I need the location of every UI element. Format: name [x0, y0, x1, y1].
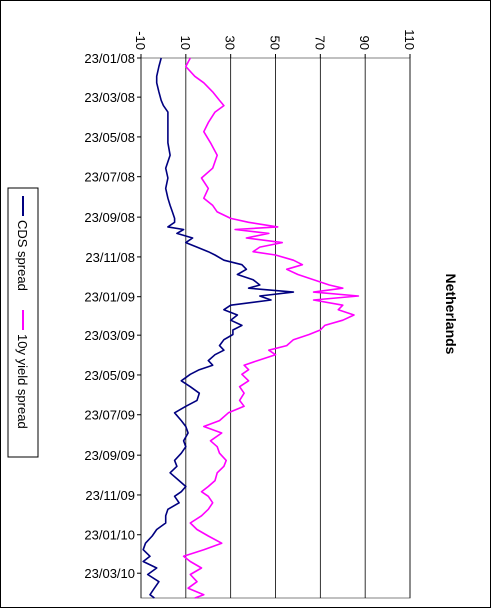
date-tick-label-1: 23/03/08: [84, 90, 135, 105]
value-axis-ticks: -10 10 30 50 70 90 110: [133, 29, 417, 58]
value-tick-label-4: 70: [312, 36, 327, 50]
value-tick-label-6: 110: [402, 29, 417, 50]
date-tick-label-12: 23/01/10: [84, 528, 135, 543]
chart-title: Netherlands: [443, 274, 459, 355]
date-tick-label-8: 23/05/09: [84, 368, 135, 383]
date-tick-label-3: 23/07/08: [84, 170, 135, 185]
date-tick-label-10: 23/09/09: [84, 448, 135, 463]
date-tick-label-11: 23/11/09: [85, 488, 135, 503]
date-tick-label-5: 23/11/08: [85, 250, 135, 265]
series-layer: [142, 57, 360, 599]
value-tick-label-3: 50: [268, 36, 283, 50]
gridlines: [140, 58, 411, 598]
value-tick-label-1: 10: [178, 36, 193, 50]
series-line-yield: [182, 57, 360, 599]
date-tick-label-6: 23/01/09: [84, 290, 135, 305]
date-tick-label-2: 23/05/08: [84, 130, 135, 145]
date-tick-label-4: 23/09/08: [84, 210, 135, 225]
title-layer: Netherlands: [443, 274, 459, 355]
date-tick-label-13: 23/03/10: [84, 566, 135, 581]
date-tick-label-9: 23/07/09: [84, 408, 135, 423]
legend-label-cds: CDS spread: [15, 220, 30, 291]
legend-label-yield: 10y yield spread: [15, 334, 30, 429]
date-tick-label-7: 23/03/09: [84, 328, 135, 343]
value-tick-label-2: 30: [223, 36, 238, 50]
date-tick-label-0: 23/01/08: [84, 51, 135, 66]
value-tick-label-0: -10: [133, 31, 148, 50]
series-line-cds: [142, 57, 295, 599]
value-tick-label-5: 90: [357, 36, 372, 50]
legend: CDS spread 10y yield spread: [7, 187, 39, 458]
date-axis-ticks: 23/01/08 23/03/08 23/05/08 23/07/08 23/09/08…: [84, 51, 141, 581]
